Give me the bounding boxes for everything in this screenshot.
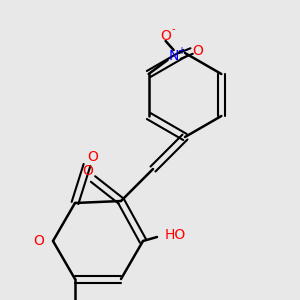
- Text: +: +: [177, 46, 184, 56]
- Text: O: O: [160, 29, 171, 43]
- Text: O: O: [34, 234, 44, 248]
- Text: HO: HO: [165, 228, 186, 242]
- Text: N: N: [168, 49, 179, 63]
- Text: -: -: [172, 24, 175, 34]
- Text: O: O: [82, 164, 93, 178]
- Text: O: O: [88, 150, 98, 164]
- Text: O: O: [192, 44, 203, 58]
